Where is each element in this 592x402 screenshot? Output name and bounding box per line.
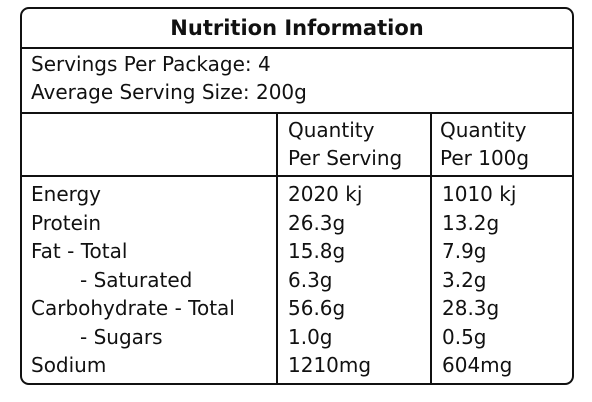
panel-title: Nutrition Information: [170, 16, 424, 40]
value-per-serving: 1.0g: [288, 324, 333, 349]
nutrient-label: Fat - Total: [31, 239, 128, 263]
average-serving-size: Average Serving Size: 200g: [31, 80, 307, 104]
nutrient-label: Protein: [31, 210, 102, 235]
value-per-100g: 604mg: [442, 353, 513, 377]
value-per-100g: 13.2g: [442, 210, 500, 235]
divider-servings: [22, 112, 572, 114]
value-per-100g: 3.2g: [442, 267, 487, 292]
value-per-serving: 1210mg: [288, 353, 372, 377]
column-divider-2: [430, 112, 432, 383]
divider-title: [22, 47, 572, 49]
nutrient-label: Energy: [31, 182, 102, 206]
header-per-serving-line1: Quantity: [288, 118, 375, 142]
nutrient-label: Sodium: [31, 353, 107, 377]
divider-header: [22, 175, 572, 177]
value-per-serving: 2020 kj: [288, 182, 363, 206]
value-per-100g: 7.9g: [442, 239, 487, 263]
value-per-100g: 28.3g: [442, 296, 500, 320]
header-per-serving-line2: Per Serving: [288, 146, 403, 170]
servings-per-package: Servings Per Package: 4: [31, 52, 271, 76]
value-per-serving: 6.3g: [288, 267, 333, 292]
column-divider-1: [276, 112, 278, 383]
value-per-100g: 1010 kj: [442, 182, 517, 206]
header-per-100g-line2: Per 100g: [440, 146, 530, 170]
value-per-serving: 26.3g: [288, 210, 346, 235]
value-per-serving: 15.8g: [288, 239, 346, 263]
value-per-100g: 0.5g: [442, 324, 487, 349]
header-per-100g-line1: Quantity: [440, 118, 527, 142]
value-per-serving: 56.6g: [288, 296, 346, 320]
nutrition-panel: Nutrition Information Servings Per Packa…: [20, 7, 574, 385]
nutrient-label: - Saturated: [80, 267, 193, 292]
nutrient-label: Carbohydrate - Total: [31, 296, 235, 320]
nutrient-label: - Sugars: [80, 324, 163, 349]
